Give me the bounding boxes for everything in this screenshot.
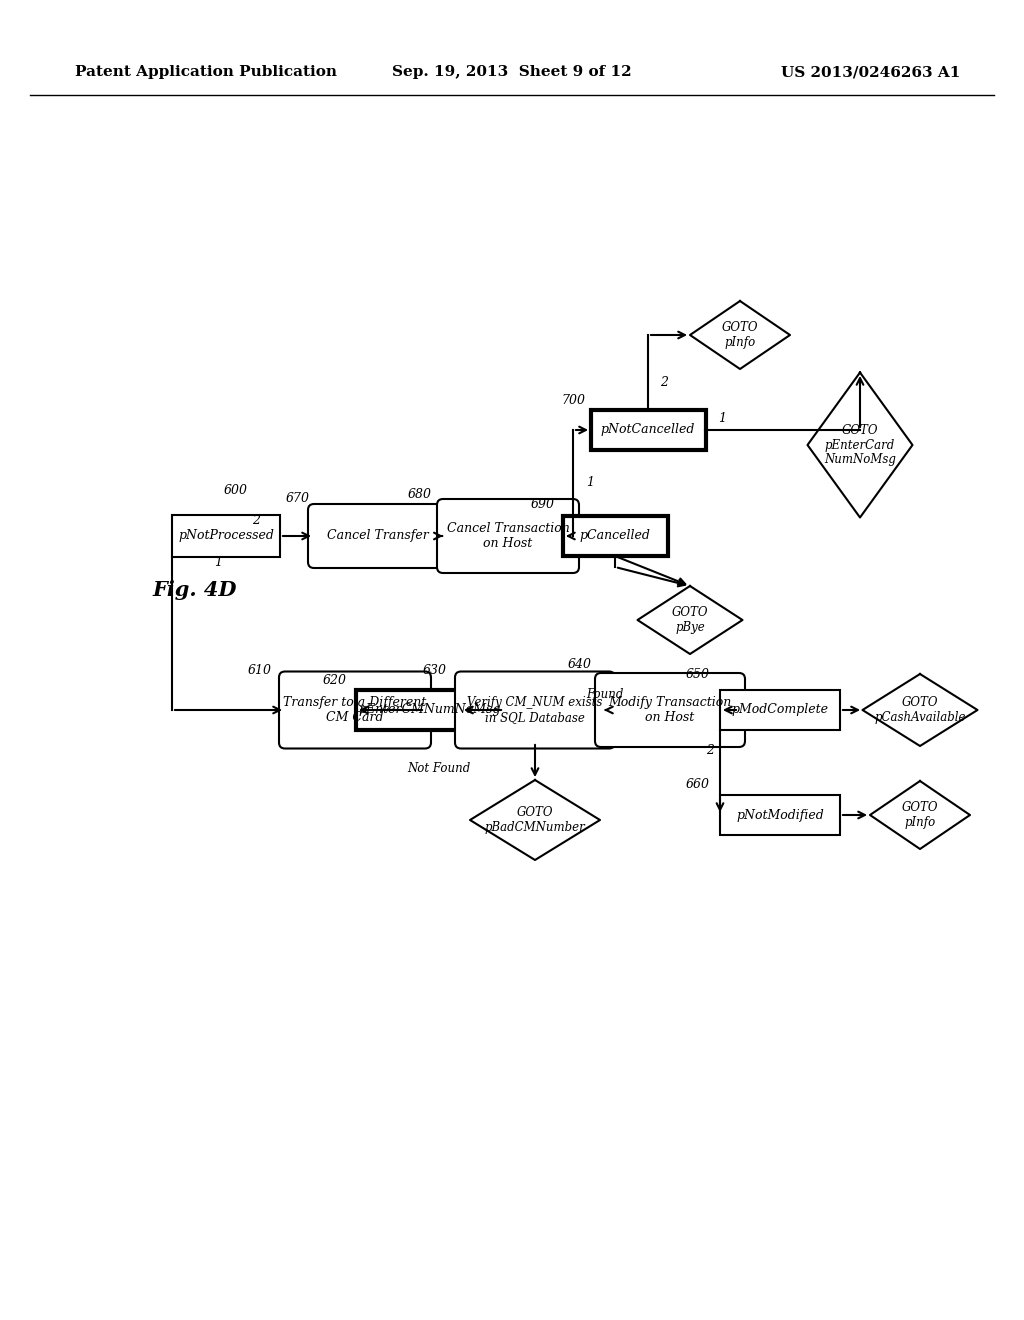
Text: 700: 700 [561,393,585,407]
Text: 670: 670 [286,491,310,504]
Bar [720,690,840,730]
Text: Found: Found [587,689,624,701]
Polygon shape [690,301,790,370]
Text: Verify CM_NUM exists
in SQL Database: Verify CM_NUM exists in SQL Database [467,696,603,723]
Text: 610: 610 [248,664,272,676]
Text: Sep. 19, 2013  Sheet 9 of 12: Sep. 19, 2013 Sheet 9 of 12 [392,65,632,79]
Text: Cancel Transaction
on Host: Cancel Transaction on Host [446,521,569,550]
Polygon shape [862,675,978,746]
Text: pModComplete: pModComplete [731,704,828,717]
Text: GOTO
pInfo: GOTO pInfo [902,801,938,829]
Text: pNotCancelled: pNotCancelled [601,424,695,437]
Bar [720,795,840,836]
Text: pNotProcessed: pNotProcessed [178,529,274,543]
FancyBboxPatch shape [279,672,431,748]
Text: GOTO
pBadCMNumber: GOTO pBadCMNumber [484,807,586,834]
Text: 1: 1 [586,477,594,490]
Bar [356,690,504,730]
Text: GOTO
pInfo: GOTO pInfo [722,321,758,348]
Text: Patent Application Publication: Patent Application Publication [75,65,337,79]
Bar [591,411,706,450]
Text: Modify Transaction
on Host: Modify Transaction on Host [608,696,731,723]
FancyBboxPatch shape [595,673,745,747]
Text: 620: 620 [323,673,347,686]
Text: Transfer to a Different
CM Card: Transfer to a Different CM Card [284,696,427,723]
Text: 630: 630 [423,664,447,676]
Text: 600: 600 [224,483,248,496]
Text: 1: 1 [718,412,726,425]
Bar [562,516,668,556]
FancyBboxPatch shape [308,504,449,568]
Text: 680: 680 [408,487,432,500]
Polygon shape [638,586,742,653]
Text: Not Found: Not Found [407,762,470,775]
Text: 2: 2 [660,375,668,388]
Polygon shape [470,780,600,861]
Text: Fig. 4D: Fig. 4D [152,579,237,601]
Polygon shape [808,372,912,517]
Text: 640: 640 [568,659,592,672]
FancyBboxPatch shape [437,499,579,573]
Text: 2: 2 [706,743,714,756]
Text: pCancelled: pCancelled [580,529,650,543]
Text: pNotModified: pNotModified [736,808,824,821]
Bar [172,515,280,557]
Text: 1: 1 [214,556,222,569]
Text: GOTO
pCashAvailable: GOTO pCashAvailable [874,696,966,723]
Text: pEnterCMNumNoMsg: pEnterCMNumNoMsg [358,704,501,717]
Text: 660: 660 [686,779,710,792]
Text: 2: 2 [252,513,260,527]
Text: 690: 690 [531,499,555,511]
Text: Cancel Transfer: Cancel Transfer [327,529,429,543]
Text: US 2013/0246263 A1: US 2013/0246263 A1 [780,65,961,79]
Text: 650: 650 [686,668,710,681]
FancyBboxPatch shape [455,672,615,748]
Polygon shape [870,781,970,849]
Text: GOTO
pEnterCard
NumNoMsg: GOTO pEnterCard NumNoMsg [824,424,896,466]
Text: GOTO
pBye: GOTO pBye [672,606,709,634]
